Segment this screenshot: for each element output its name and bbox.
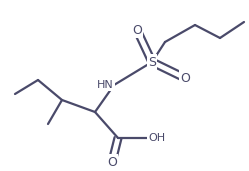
Text: OH: OH [148,133,165,143]
Text: S: S [148,56,156,69]
Text: O: O [180,71,190,84]
Text: O: O [107,155,117,168]
Text: HN: HN [97,80,114,90]
Text: O: O [132,23,142,36]
